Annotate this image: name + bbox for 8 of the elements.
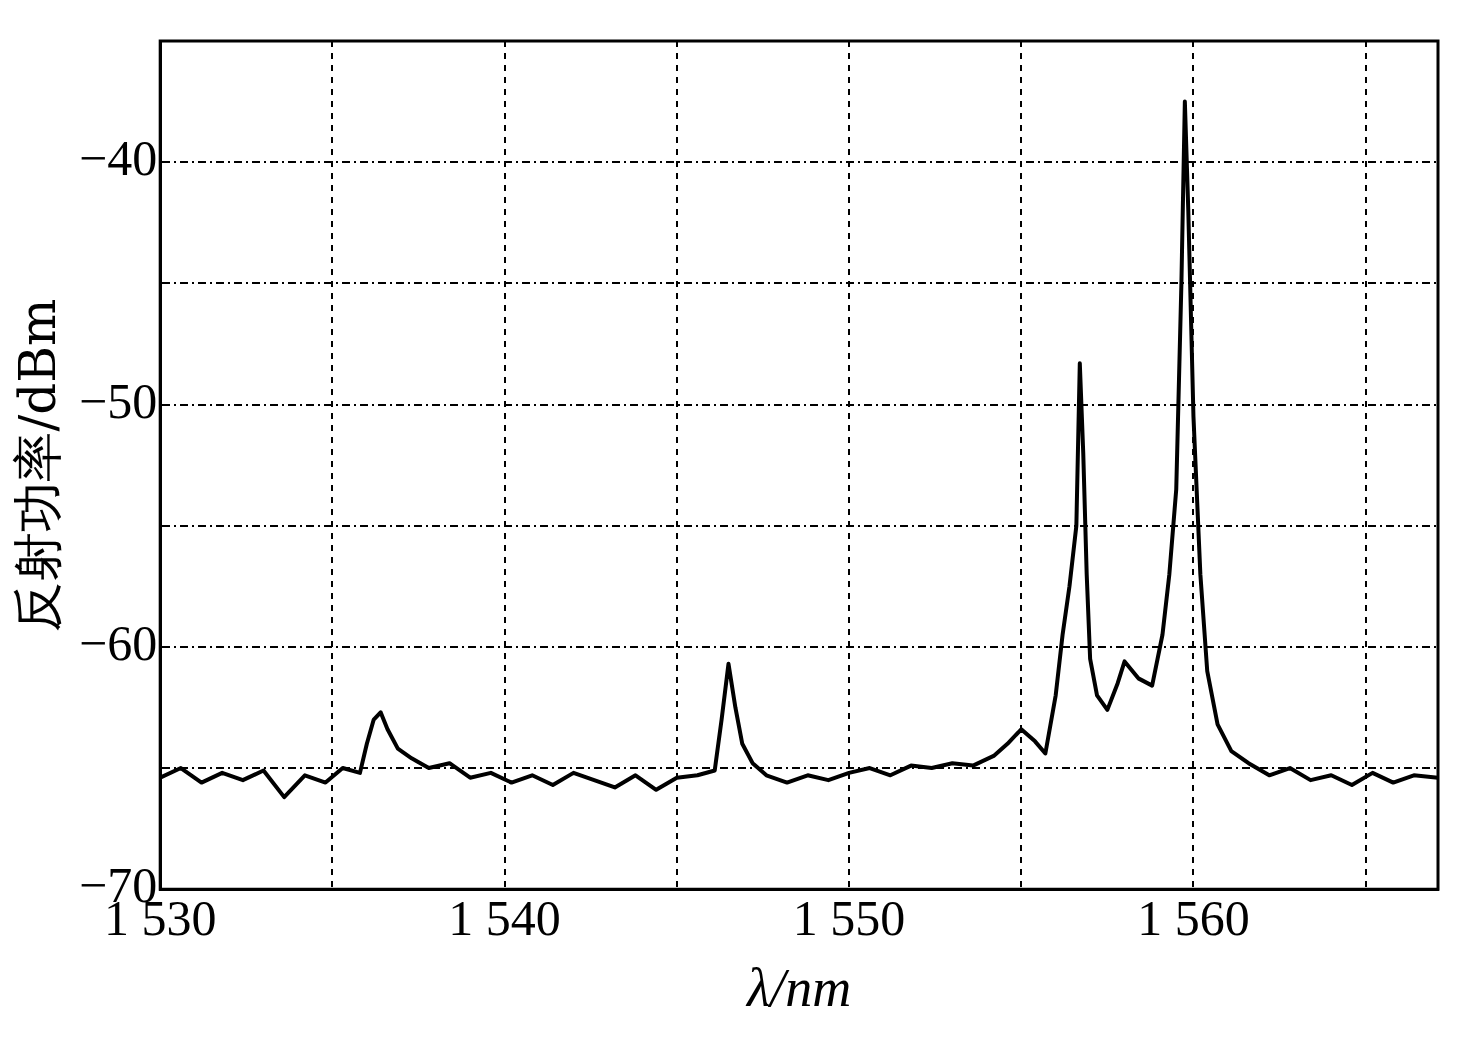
x-tick-label: 1 550	[792, 890, 906, 947]
y-tick-label: −60	[79, 614, 158, 671]
y-tick-label: −40	[79, 130, 158, 187]
y-axis-title: 反射功率/dBm	[8, 298, 67, 632]
y-tick-label: −50	[79, 372, 158, 429]
x-axis-title: λ/nm	[744, 957, 852, 1018]
x-tick-label: 1 560	[1137, 890, 1250, 947]
x-tick-label: 1 540	[448, 890, 561, 947]
